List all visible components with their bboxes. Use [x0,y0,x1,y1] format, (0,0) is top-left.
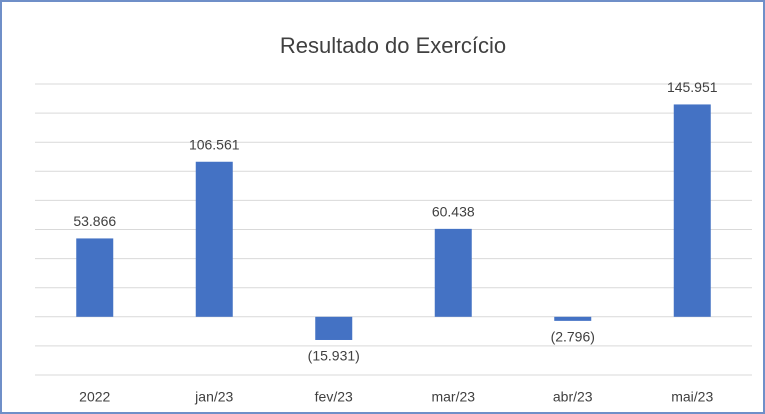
bar [673,104,711,317]
data-label: 106.561 [189,136,240,152]
data-label: 145.951 [667,79,718,95]
bar [195,161,233,317]
data-label: (15.931) [308,348,360,364]
x-tick-label: mar/23 [431,389,475,405]
x-tick-label: abr/23 [553,389,593,405]
bar [315,316,353,340]
chart-title: Resultado do Exercício [280,33,506,58]
x-tick-label: fev/23 [315,389,353,405]
x-tick-label: mai/23 [671,389,713,405]
data-label: (2.796) [551,329,595,345]
x-tick-label: jan/23 [194,389,233,405]
data-label: 53.866 [73,213,116,229]
bar [434,228,472,317]
bar [554,316,592,321]
x-tick-label: 2022 [79,389,110,405]
bar [76,238,114,317]
data-label: 60.438 [432,204,475,220]
